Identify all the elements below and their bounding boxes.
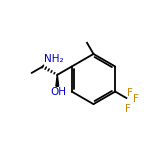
Text: F: F xyxy=(133,94,139,104)
Polygon shape xyxy=(56,75,59,86)
Text: F: F xyxy=(127,88,133,98)
Text: OH: OH xyxy=(50,88,66,97)
Text: F: F xyxy=(124,104,130,114)
Text: NH₂: NH₂ xyxy=(44,54,64,64)
